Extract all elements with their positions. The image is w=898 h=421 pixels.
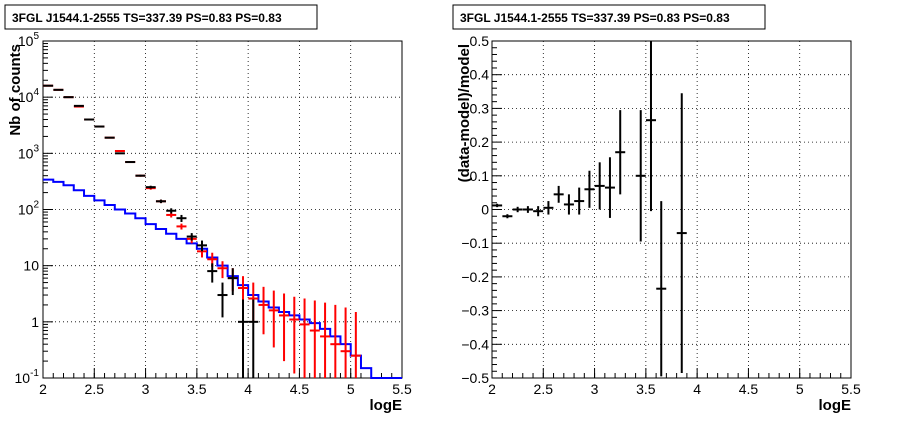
counts-x-axis-title: logE bbox=[370, 397, 403, 414]
residual-x-axis-title: logE bbox=[819, 397, 852, 414]
x-tick-label: 3 bbox=[142, 381, 150, 397]
y-tick-label: 1 bbox=[31, 314, 39, 330]
y-tick-label: −0.2 bbox=[461, 269, 489, 285]
counts-model-points bbox=[43, 84, 361, 378]
y-tick-label: −0.3 bbox=[461, 303, 489, 319]
y-tick-exponent: 3 bbox=[33, 143, 39, 154]
y-tick-exponent: -1 bbox=[30, 368, 39, 379]
x-tick-label: 4.5 bbox=[739, 381, 759, 397]
y-tick-label: −0.1 bbox=[461, 235, 489, 251]
residual-grid bbox=[492, 41, 851, 378]
counts-panel: 3FGL J1544.1-2555 TS=337.39 PS=0.83 PS=0… bbox=[4, 4, 412, 414]
y-tick-label: 103 bbox=[18, 143, 40, 161]
residual-title: 3FGL J1544.1-2555 TS=337.39 PS=0.83 PS=0… bbox=[460, 11, 730, 25]
counts-data-points bbox=[43, 84, 259, 378]
x-tick-label: 4.5 bbox=[290, 381, 310, 397]
x-tick-label: 4 bbox=[693, 381, 701, 397]
x-tick-label: 3.5 bbox=[187, 381, 207, 397]
x-tick-label: 5.5 bbox=[392, 381, 412, 397]
x-tick-label: 2 bbox=[39, 381, 47, 397]
residual-plot-frame bbox=[491, 40, 852, 379]
residual-ticks: 2 2.5 3 3.5 4 4.5 5 5.5 −0.5 −0.4 −0.3 −0.2 −0.1 0 0.1… bbox=[461, 33, 861, 397]
counts-plot-frame bbox=[42, 40, 403, 379]
y-tick-label: 0.1 bbox=[470, 168, 490, 184]
residual-y-axis-title: (data-model)/model bbox=[456, 44, 473, 182]
counts-y-axis-title: Nb of counts bbox=[7, 44, 24, 136]
counts-grid bbox=[43, 41, 402, 378]
x-tick-label: 2.5 bbox=[85, 381, 105, 397]
y-tick-label: 102 bbox=[18, 200, 40, 218]
x-tick-label: 2 bbox=[488, 381, 496, 397]
y-tick-label: 0 bbox=[481, 202, 489, 218]
x-tick-label: 3 bbox=[591, 381, 599, 397]
counts-model-histogram bbox=[43, 178, 402, 379]
y-tick-label: 0.4 bbox=[470, 67, 490, 83]
y-tick-label: 10 bbox=[23, 258, 39, 274]
x-tick-label: 5.5 bbox=[841, 381, 861, 397]
y-tick-label: 0.2 bbox=[470, 134, 490, 150]
x-tick-label: 3.5 bbox=[636, 381, 656, 397]
y-tick-label: 0.5 bbox=[470, 33, 490, 49]
x-tick-label: 2.5 bbox=[534, 381, 554, 397]
y-tick-label: −0.5 bbox=[461, 370, 489, 386]
y-tick-exponent: 2 bbox=[33, 200, 39, 211]
counts-title-box bbox=[4, 4, 318, 30]
residual-points bbox=[492, 41, 687, 377]
residual-title-box bbox=[452, 4, 766, 30]
y-tick-exponent: 5 bbox=[33, 31, 39, 42]
model-histogram-line bbox=[43, 178, 402, 379]
x-tick-label: 5 bbox=[347, 381, 355, 397]
residual-panel: 3FGL J1544.1-2555 TS=337.39 PS=0.83 PS=0… bbox=[452, 4, 861, 414]
x-tick-label: 5 bbox=[796, 381, 804, 397]
counts-title: 3FGL J1544.1-2555 TS=337.39 PS=0.83 PS=0… bbox=[12, 11, 282, 25]
x-tick-label: 4 bbox=[244, 381, 252, 397]
y-tick-exponent: 4 bbox=[33, 87, 39, 98]
y-tick-label: −0.4 bbox=[461, 336, 489, 352]
y-tick-label: 10-1 bbox=[15, 368, 40, 386]
y-tick-label: 0.3 bbox=[470, 100, 490, 116]
